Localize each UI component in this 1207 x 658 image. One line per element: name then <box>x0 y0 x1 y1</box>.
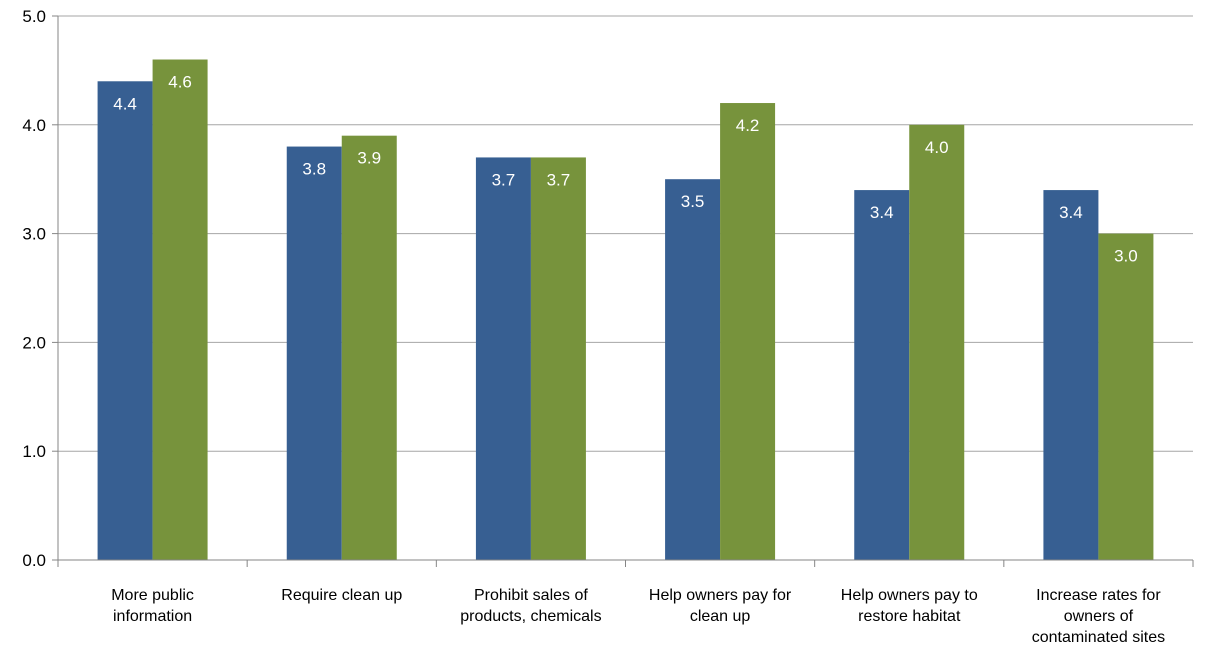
x-category-label-line: More public <box>111 587 194 604</box>
bar-series2 <box>530 157 586 560</box>
bar-series2 <box>1098 233 1154 560</box>
y-tick-label: 5.0 <box>22 7 46 26</box>
x-category-label-line: Help owners pay for <box>649 587 792 604</box>
bar-series1 <box>97 81 153 560</box>
x-category-label: Increase rates for owners of contaminated … <box>1032 587 1165 646</box>
bar-series1 <box>854 190 910 560</box>
x-category-label-line: restore habitat <box>858 608 961 625</box>
y-axis-tick-labels: 0.0 1.0 2.0 3.0 4.0 5.0 <box>22 7 46 570</box>
bar-series2 <box>152 59 208 561</box>
x-category-label-line: Prohibit sales of <box>474 587 588 604</box>
y-tick-label: 0.0 <box>22 551 46 570</box>
bar-series2 <box>720 103 776 560</box>
gridlines <box>58 15 1193 452</box>
axes <box>52 15 1194 567</box>
y-tick-label: 2.0 <box>22 333 46 352</box>
data-label: 3.8 <box>302 160 326 179</box>
bar-series1 <box>475 157 531 560</box>
x-category-label: Help owners pay for clean up <box>649 587 792 625</box>
x-category-label-line: owners of <box>1064 608 1134 625</box>
x-category-label: Help owners pay to restore habitat <box>841 587 978 625</box>
data-labels: 4.4 4.6 3.8 3.9 3.7 3.7 3.5 4.2 3.4 4.0 3.4 3.0 <box>113 73 1137 266</box>
data-label: 3.4 <box>870 203 894 222</box>
bar-series2 <box>909 124 965 561</box>
data-label: 3.9 <box>357 149 381 168</box>
data-label: 4.0 <box>925 138 949 157</box>
data-label: 3.0 <box>1114 247 1138 266</box>
x-axis-category-labels: More public information Require clean up Pr… <box>111 587 1165 646</box>
bar-series2 <box>341 135 397 560</box>
x-category-label-line: clean up <box>690 608 751 625</box>
data-label: 3.4 <box>1059 203 1083 222</box>
data-label: 4.2 <box>736 116 760 135</box>
data-label: 4.6 <box>168 73 192 92</box>
data-label: 3.7 <box>547 170 571 189</box>
bars <box>97 59 1154 561</box>
x-category-label-line: Increase rates for <box>1036 587 1161 604</box>
data-label: 3.5 <box>681 192 705 211</box>
data-label: 4.4 <box>113 94 137 113</box>
y-tick-label: 1.0 <box>22 442 46 461</box>
y-tick-label: 4.0 <box>22 116 46 135</box>
x-category-label: Require clean up <box>281 587 402 604</box>
x-category-label-line: Require clean up <box>281 587 402 604</box>
x-category-label-line: information <box>113 608 192 625</box>
bar-series1 <box>286 146 342 560</box>
bar-series1 <box>665 179 721 560</box>
x-category-label: Prohibit sales of products, chemicals <box>460 587 601 625</box>
x-category-label-line: contaminated sites <box>1032 629 1165 646</box>
y-tick-label: 3.0 <box>22 225 46 244</box>
x-category-label-line: Help owners pay to <box>841 587 978 604</box>
bar-series1 <box>1043 190 1099 560</box>
x-category-label-line: products, chemicals <box>460 608 601 625</box>
data-label: 3.7 <box>492 170 516 189</box>
x-category-label: More public information <box>111 587 194 625</box>
